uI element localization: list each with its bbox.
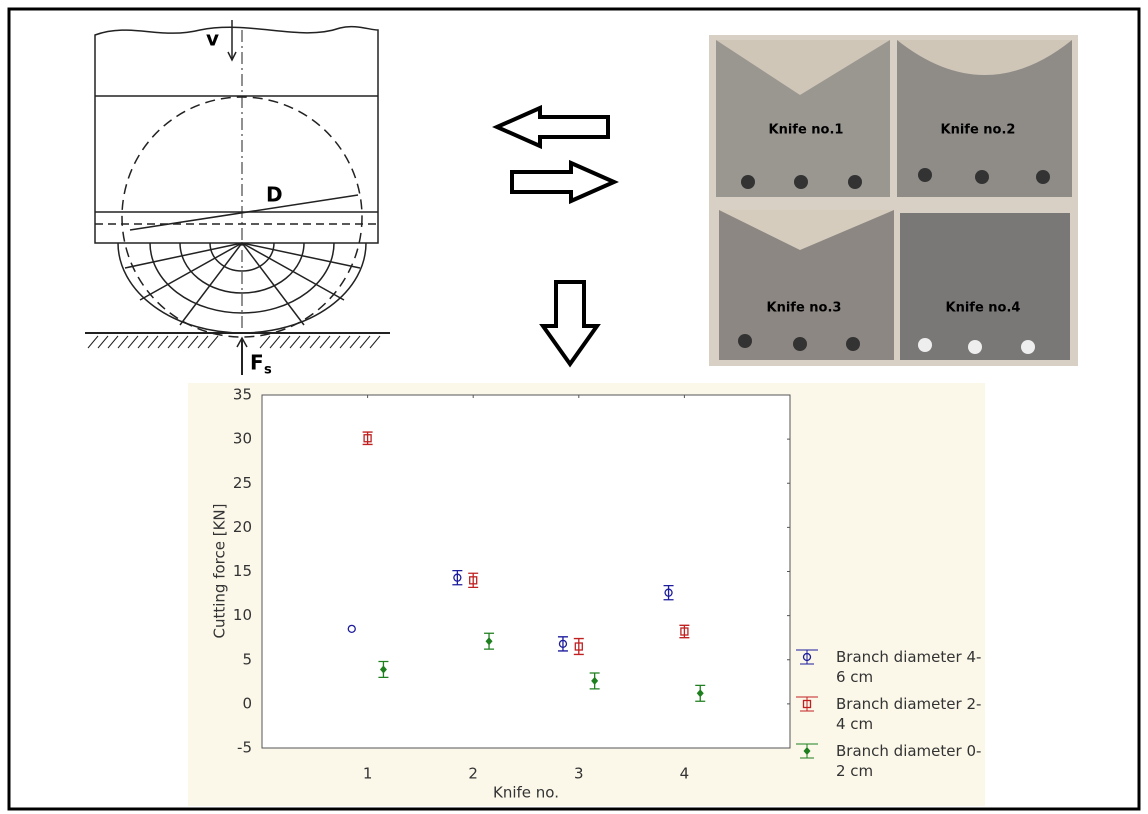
y-tick-label: 30 bbox=[233, 430, 252, 448]
y-tick-label: 35 bbox=[233, 386, 252, 404]
arrows bbox=[497, 108, 614, 364]
plot-area bbox=[262, 395, 790, 748]
knife-photos bbox=[709, 35, 1078, 366]
knife-label: Knife no.1 bbox=[769, 123, 844, 138]
y-axis-label: Cutting force [KN] bbox=[211, 503, 229, 638]
y-tick-label: 20 bbox=[233, 518, 252, 536]
x-axis-label: Knife no. bbox=[493, 784, 559, 802]
legend-label: Branch diameter 4-6 cm bbox=[836, 647, 986, 687]
x-tick-label: 2 bbox=[468, 765, 478, 783]
x-tick-label: 3 bbox=[574, 765, 584, 783]
figure: v D F s Knife no.1 Knife no.2 Knife no.3… bbox=[0, 0, 1148, 814]
diameter-label: D bbox=[266, 183, 283, 207]
velocity-label: v bbox=[206, 27, 219, 51]
legend-label: Branch diameter 0-2 cm bbox=[836, 741, 986, 781]
x-tick-label: 4 bbox=[680, 765, 690, 783]
y-tick-label: 0 bbox=[242, 694, 252, 712]
y-tick-label: -5 bbox=[237, 739, 252, 757]
legend-label: Branch diameter 2-4 cm bbox=[836, 694, 986, 734]
force-subscript: s bbox=[264, 363, 272, 378]
y-tick-label: 15 bbox=[233, 562, 252, 580]
y-tick-label: 10 bbox=[233, 606, 252, 624]
knife-label: Knife no.2 bbox=[941, 123, 1016, 138]
x-tick-label: 1 bbox=[363, 765, 373, 783]
knife-label: Knife no.4 bbox=[946, 301, 1021, 316]
force-label: F bbox=[250, 351, 264, 375]
cutting-diagram bbox=[85, 20, 390, 375]
knife-label: Knife no.3 bbox=[767, 301, 842, 316]
page: v D F s Knife no.1 Knife no.2 Knife no.3… bbox=[0, 0, 1148, 814]
y-tick-label: 5 bbox=[242, 650, 252, 668]
y-tick-label: 25 bbox=[233, 474, 252, 492]
